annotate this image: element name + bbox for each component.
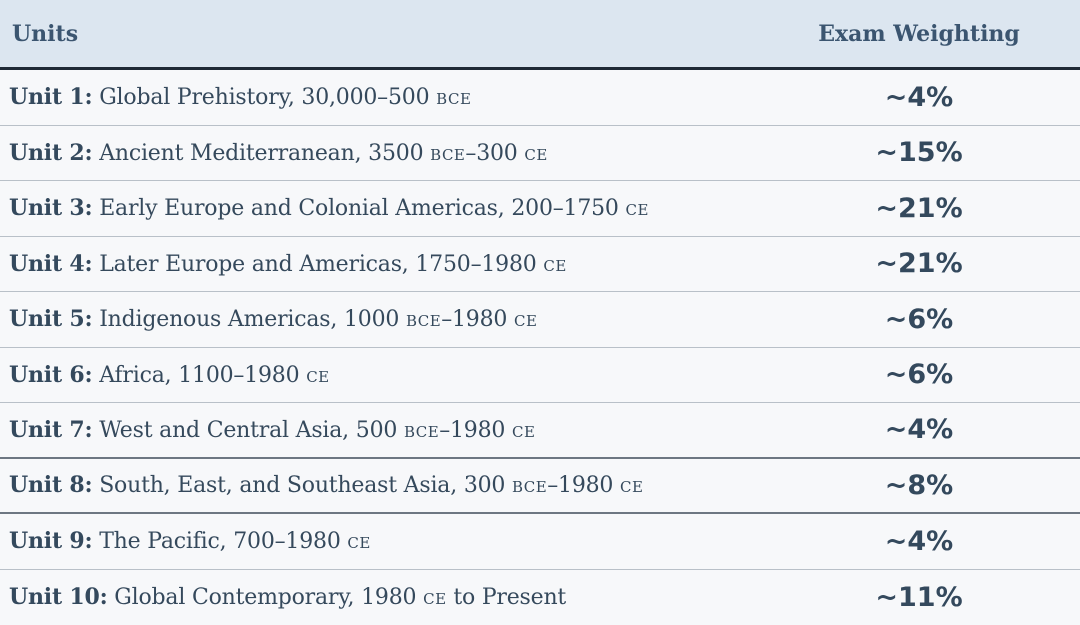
table-row: Unit 8: South, East, and Southeast Asia,…: [0, 458, 1080, 514]
exam-weighting-value: ~4%: [884, 414, 954, 446]
era-abbreviation: BCE: [403, 422, 440, 441]
unit-number-label: Unit 8:: [9, 472, 93, 499]
era-abbreviation: CE: [306, 367, 330, 386]
unit-number-label: Unit 10:: [9, 584, 108, 611]
table-header: Units Exam Weighting: [0, 0, 1080, 70]
era-abbreviation: BCE: [405, 312, 442, 331]
units-column-header: Units: [12, 20, 79, 47]
era-abbreviation: CE: [625, 201, 649, 220]
date-range-text: to Present: [446, 585, 567, 611]
unit-number-label: Unit 3:: [9, 195, 93, 222]
table-row: Unit 7: West and Central Asia, 500 BCE–1…: [0, 403, 1080, 459]
unit-title: Global Contemporary,: [114, 585, 355, 611]
date-range-text: –300: [465, 140, 525, 166]
table-body: Unit 1: Global Prehistory, 30,000–500 BC…: [0, 70, 1080, 625]
era-abbreviation: CE: [347, 534, 371, 553]
unit-title: South, East, and Southeast Asia,: [99, 473, 458, 499]
exam-weighting-value: ~6%: [884, 303, 954, 335]
unit-title: Africa,: [99, 362, 172, 388]
table-row: Unit 6: Africa, 1100–1980 CE ~6%: [0, 347, 1080, 403]
unit-cell: Unit 2: Ancient Mediterranean, 3500 BCE–…: [0, 140, 780, 166]
date-range-text: 1980: [361, 585, 424, 611]
date-range-text: 1100–1980: [178, 362, 307, 388]
unit-title: Later Europe and Americas,: [99, 251, 409, 277]
exam-weighting-value: ~21%: [875, 192, 963, 224]
date-range-text: 200–1750: [511, 196, 626, 222]
exam-weighting-value: ~4%: [884, 81, 954, 113]
era-abbreviation: BCE: [512, 478, 548, 497]
unit-title: Ancient Mediterranean,: [99, 140, 362, 166]
unit-number-label: Unit 4:: [9, 250, 93, 277]
unit-cell: Unit 8: South, East, and Southeast Asia,…: [0, 472, 780, 498]
era-abbreviation: BCE: [436, 90, 472, 109]
date-range-text: 700–1980: [233, 529, 348, 555]
unit-title: Indigenous Americas,: [99, 307, 338, 333]
table-row: Unit 5: Indigenous Americas, 1000 BCE–19…: [0, 292, 1080, 348]
unit-title: The Pacific,: [99, 529, 227, 555]
table-row: Unit 10: Global Contemporary, 1980 CE to…: [0, 569, 1080, 625]
era-abbreviation: CE: [543, 256, 567, 275]
date-range-text: 1000: [343, 307, 406, 333]
unit-title: Early Europe and Colonial Americas,: [99, 196, 505, 222]
exam-weighting-value: ~8%: [884, 469, 954, 501]
unit-number-label: Unit 6:: [9, 361, 93, 388]
era-abbreviation: CE: [620, 478, 644, 497]
era-abbreviation: CE: [514, 312, 538, 331]
date-range-text: 3500: [368, 140, 431, 166]
era-abbreviation: CE: [524, 145, 548, 164]
unit-number-label: Unit 2:: [9, 139, 93, 166]
unit-cell: Unit 9: The Pacific, 700–1980 CE: [0, 528, 780, 554]
table-row: Unit 4: Later Europe and Americas, 1750–…: [0, 236, 1080, 292]
unit-number-label: Unit 7:: [9, 416, 93, 443]
unit-number-label: Unit 1:: [9, 84, 93, 111]
era-abbreviation: BCE: [430, 145, 466, 164]
date-range-text: –1980: [547, 473, 621, 499]
date-range-text: –1980: [439, 417, 512, 443]
unit-cell: Unit 5: Indigenous Americas, 1000 BCE–19…: [0, 306, 780, 332]
unit-cell: Unit 4: Later Europe and Americas, 1750–…: [0, 251, 780, 277]
date-range-text: 500: [355, 417, 404, 443]
unit-cell: Unit 1: Global Prehistory, 30,000–500 BC…: [0, 84, 780, 110]
era-abbreviation: CE: [423, 590, 447, 609]
unit-cell: Unit 3: Early Europe and Colonial Americ…: [0, 195, 780, 221]
table-row: Unit 3: Early Europe and Colonial Americ…: [0, 181, 1080, 237]
unit-cell: Unit 6: Africa, 1100–1980 CE: [0, 362, 780, 388]
table-row: Unit 1: Global Prehistory, 30,000–500 BC…: [0, 70, 1080, 126]
unit-title: West and Central Asia,: [99, 417, 349, 443]
exam-weighting-value: ~21%: [875, 248, 963, 280]
unit-number-label: Unit 9:: [9, 528, 93, 555]
date-range-text: 1750–1980: [415, 251, 544, 277]
date-range-text: –1980: [441, 307, 514, 333]
unit-title: Global Prehistory,: [99, 85, 295, 111]
table-row: Unit 2: Ancient Mediterranean, 3500 BCE–…: [0, 125, 1080, 181]
unit-number-label: Unit 5:: [9, 306, 93, 333]
exam-weighting-value: ~4%: [884, 525, 954, 557]
exam-weighting-value: ~6%: [884, 359, 954, 391]
unit-cell: Unit 7: West and Central Asia, 500 BCE–1…: [0, 417, 780, 443]
exam-weighting-value: ~15%: [875, 137, 963, 169]
exam-weighting-value: ~11%: [875, 581, 963, 613]
exam-weighting-column-header: Exam Weighting: [818, 20, 1020, 47]
era-abbreviation: CE: [511, 422, 536, 441]
table-row: Unit 9: The Pacific, 700–1980 CE ~4%: [0, 514, 1080, 570]
unit-cell: Unit 10: Global Contemporary, 1980 CE to…: [0, 584, 780, 610]
date-range-text: 30,000–500: [301, 85, 437, 111]
date-range-text: 300: [463, 473, 512, 499]
